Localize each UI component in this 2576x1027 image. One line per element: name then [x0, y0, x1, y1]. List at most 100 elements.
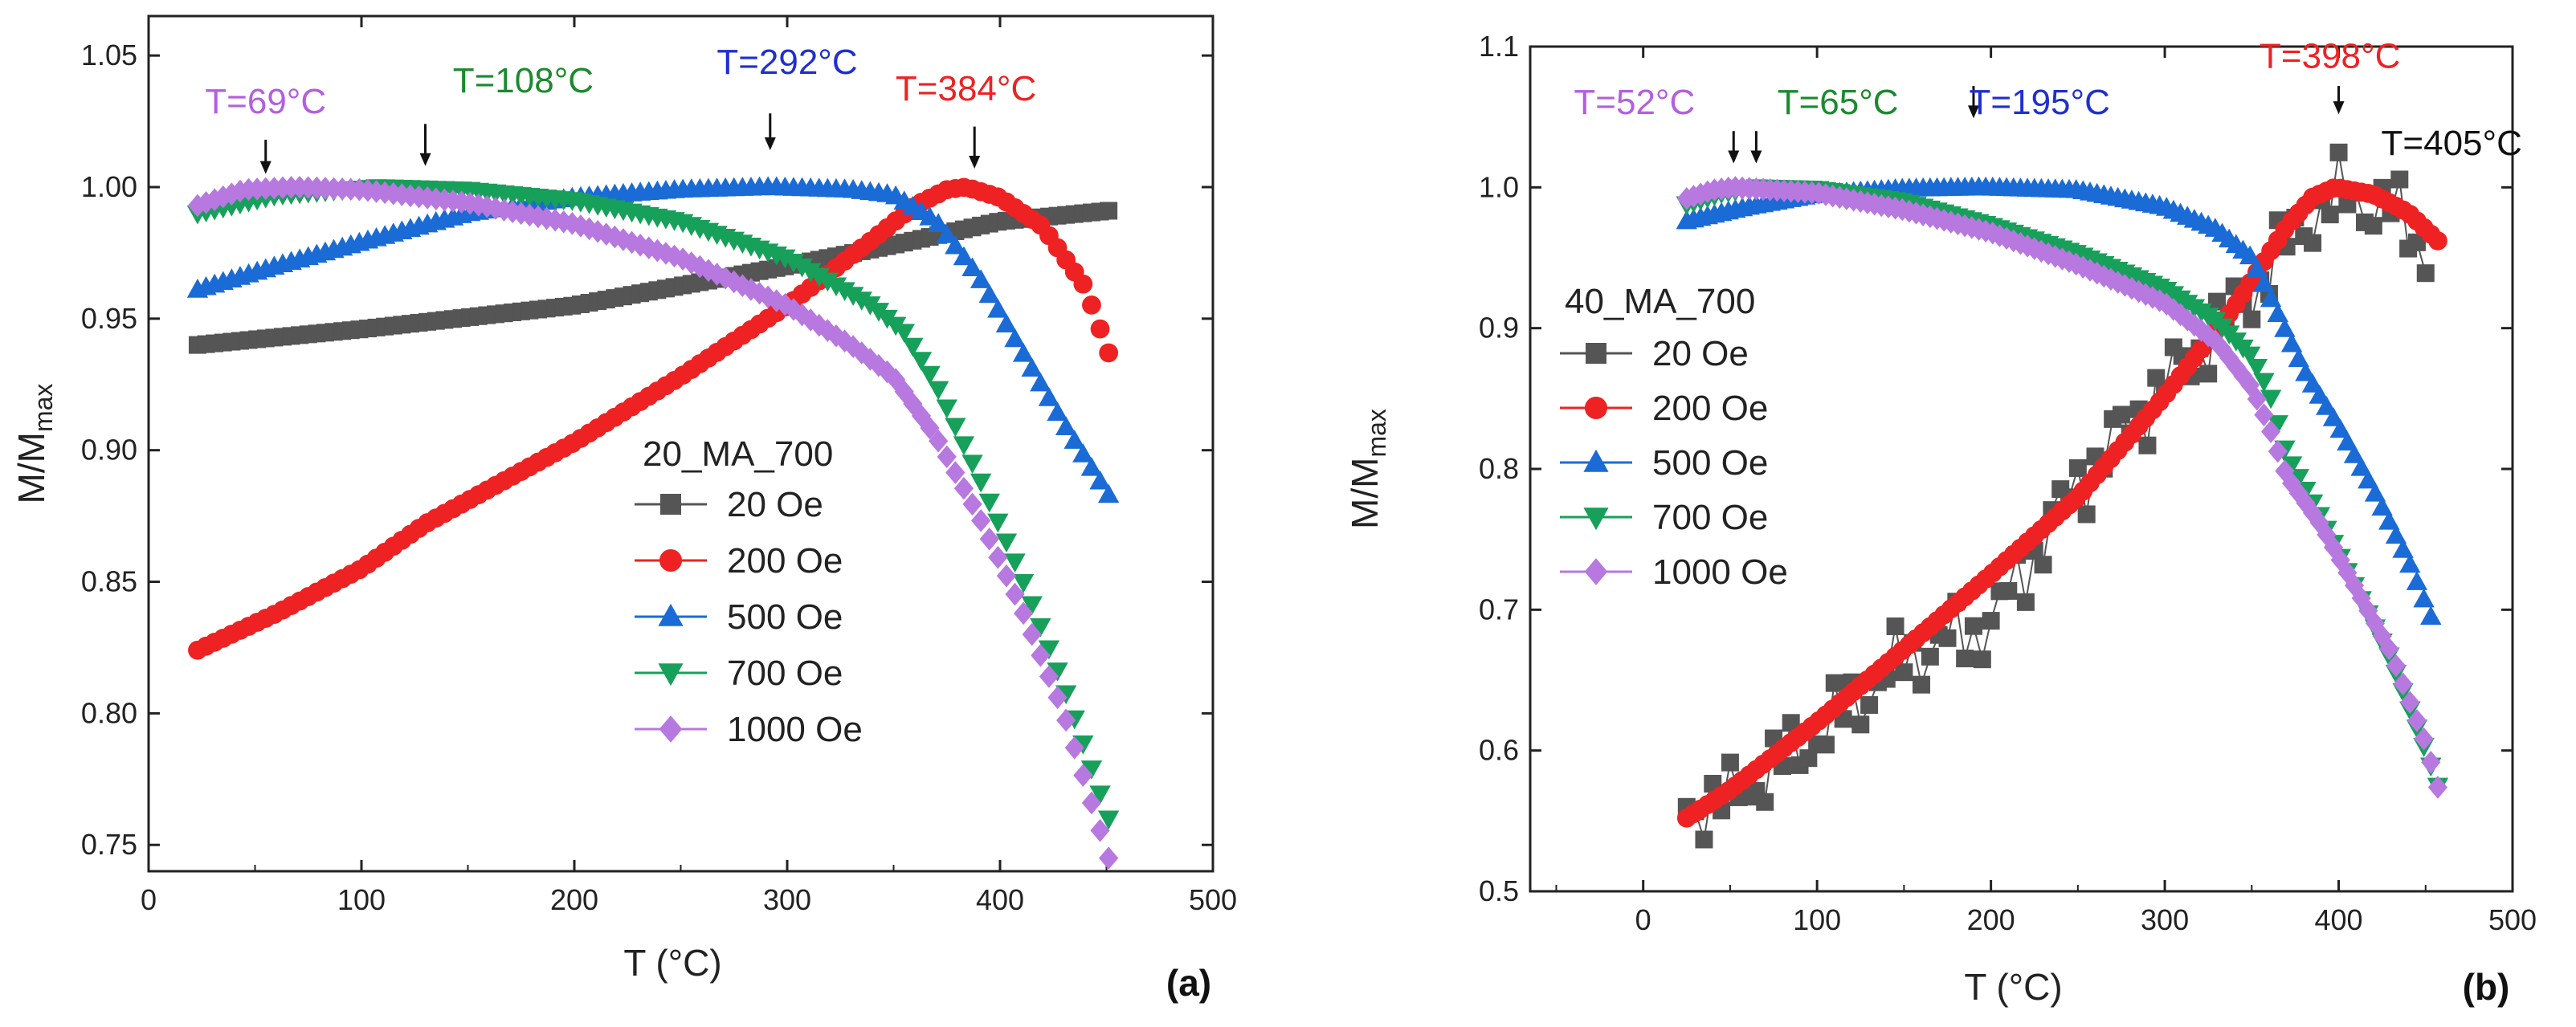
y-tick-label: 1.0: [1479, 170, 1519, 203]
data-point: [605, 225, 625, 249]
data-point: [494, 198, 514, 222]
x-tick-label: 300: [2141, 903, 2189, 936]
data-point: [1099, 846, 1119, 870]
y-tick-label: 0.90: [81, 434, 137, 467]
annotation-arrow-head: [764, 137, 776, 151]
data-point: [927, 381, 949, 401]
data-point: [962, 492, 982, 516]
data-point: [1039, 665, 1059, 688]
data-point: [2208, 292, 2227, 311]
data-point: [2274, 318, 2296, 337]
data-point: [545, 208, 565, 232]
data-point: [987, 298, 1009, 318]
data-point: [2343, 444, 2366, 463]
data-point: [2407, 709, 2427, 732]
data-point: [1064, 736, 1084, 760]
y-tick-label: 0.75: [81, 828, 137, 861]
data-point: [2364, 482, 2386, 502]
y-tick-label: 1.1: [1479, 30, 1519, 63]
data-point: [894, 380, 914, 404]
x-axis-label: T (°C): [623, 942, 721, 984]
data-point: [2016, 593, 2035, 611]
panel-label: (b): [2463, 966, 2510, 1008]
y-tick-label: 1.05: [81, 39, 137, 71]
data-point: [2267, 303, 2288, 323]
data-point: [1089, 470, 1111, 490]
data-point: [733, 274, 753, 297]
data-point: [528, 205, 549, 229]
data-point: [1081, 791, 1102, 815]
data-point: [2329, 418, 2351, 438]
data-point: [929, 429, 949, 453]
data-point: [659, 715, 683, 743]
annotation-label: T=69°C: [205, 82, 326, 121]
data-point: [2399, 553, 2421, 573]
data-point: [910, 352, 933, 371]
series-1000-oe: [187, 175, 1119, 870]
y-tick-label: 1.00: [81, 170, 137, 203]
annotation-label: T=52°C: [1574, 83, 1695, 122]
data-point: [660, 494, 681, 515]
data-point: [961, 257, 983, 276]
series-20-oe: [188, 202, 1118, 354]
panel-a: 0 100 200 300 400 500 0.75 0.80 0.85 0.90 0.95 1.00…: [10, 14, 1237, 1004]
legend-label: 500 Oe: [1652, 443, 1768, 483]
data-point: [1038, 387, 1060, 406]
data-point: [2243, 310, 2261, 328]
data-point: [2329, 143, 2348, 161]
data-point: [647, 238, 667, 263]
data-point: [520, 203, 540, 227]
data-point: [1583, 507, 1609, 531]
data-point: [1030, 372, 1051, 392]
data-point: [1073, 764, 1093, 787]
data-point: [1055, 416, 1077, 436]
data-point: [2288, 348, 2309, 368]
data-point: [953, 246, 975, 266]
annotation-arrow-head: [1728, 150, 1740, 164]
data-point: [222, 182, 242, 206]
data-point: [1047, 662, 1068, 682]
data-point: [2358, 469, 2379, 489]
annotation-label: T=65°C: [1778, 83, 1899, 122]
data-point: [196, 191, 216, 214]
data-point: [2379, 637, 2399, 661]
data-point: [1082, 295, 1101, 315]
data-point: [2267, 415, 2288, 434]
data-point: [1964, 617, 1982, 635]
data-point: [631, 233, 651, 257]
annotation-label: T=384°C: [896, 69, 1036, 108]
data-point: [537, 206, 557, 230]
data-point: [2268, 439, 2288, 463]
data-point: [2390, 170, 2409, 189]
data-point: [1825, 674, 1843, 692]
data-point: [979, 527, 999, 551]
data-point: [1004, 553, 1026, 573]
data-point: [1012, 343, 1035, 362]
data-point: [1584, 396, 1608, 420]
series-700-oe: [186, 179, 1120, 830]
y-axis-label-subscript: max: [1362, 409, 1391, 457]
x-tick-label: 100: [1793, 903, 1841, 936]
data-point: [1860, 695, 1879, 714]
data-point: [1072, 443, 1094, 463]
data-point: [1047, 686, 1068, 710]
data-point: [1913, 675, 1931, 694]
data-point: [2157, 292, 2177, 316]
data-point: [1063, 430, 1085, 449]
data-point: [1021, 357, 1043, 377]
data-point: [953, 436, 975, 456]
data-point: [978, 493, 1000, 513]
data-point: [2330, 548, 2350, 572]
annotation-arrow-head: [419, 153, 431, 166]
data-point: [919, 365, 941, 385]
annotation-arrow-head: [2333, 101, 2345, 115]
data-point: [2400, 691, 2420, 714]
data-point: [658, 603, 684, 626]
data-point: [826, 324, 847, 348]
data-point: [970, 473, 992, 493]
data-point: [1695, 830, 1713, 849]
data-point: [2385, 524, 2407, 544]
data-point: [1030, 618, 1051, 638]
data-point: [1100, 202, 1118, 220]
